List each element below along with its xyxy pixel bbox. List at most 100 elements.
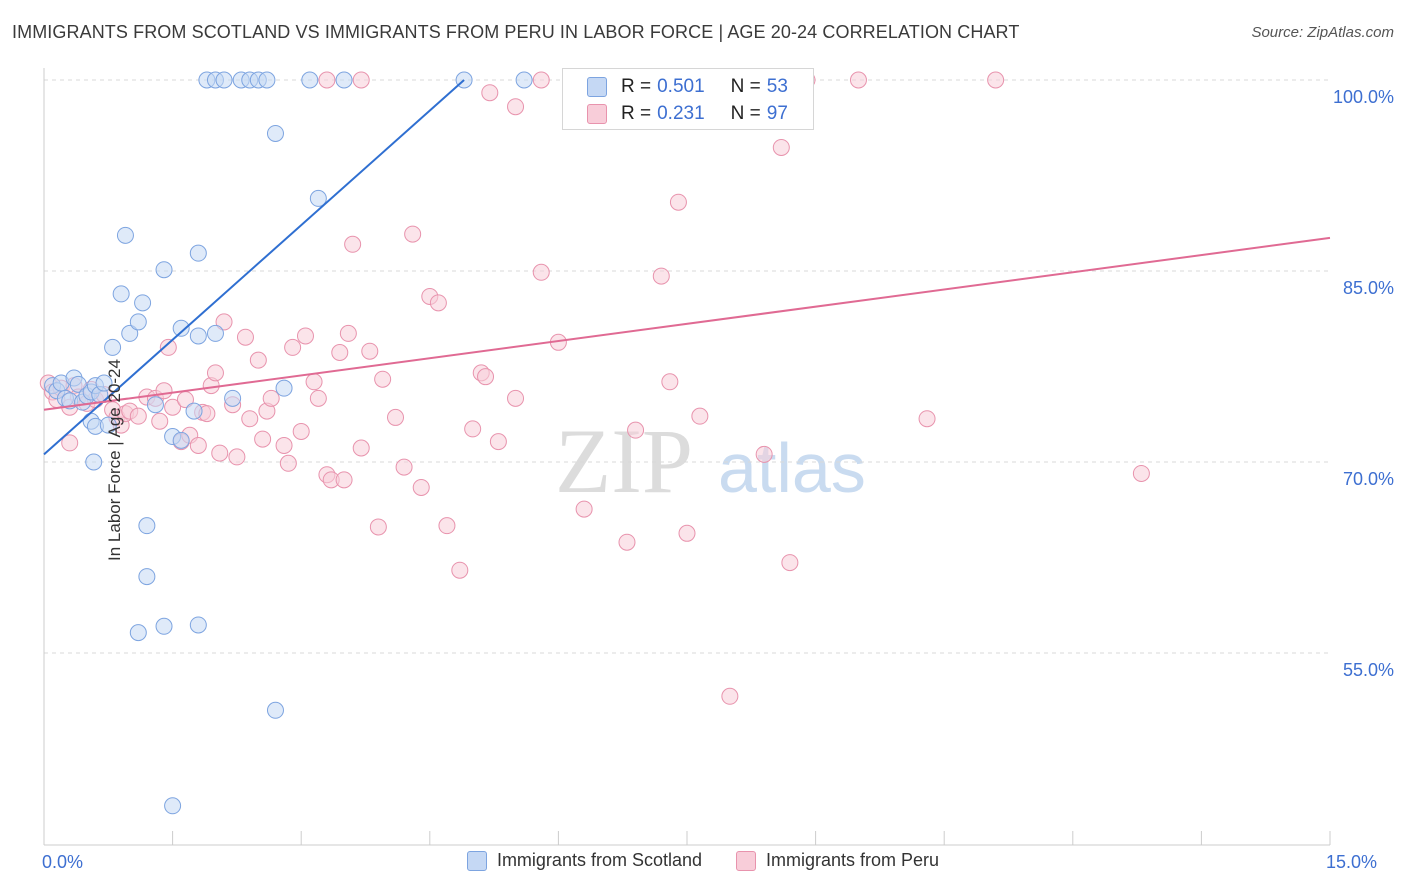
peru-point (228, 448, 246, 466)
scotland-point (189, 327, 207, 345)
scotland-point (85, 453, 103, 471)
peru-point (849, 71, 867, 89)
peru-point (164, 398, 182, 416)
legend-item-scotland: Immigrants from Scotland (466, 850, 703, 871)
scotland-point (95, 374, 113, 392)
legend-label-scotland: Immigrants from Scotland (496, 850, 703, 870)
source-label: Source: ZipAtlas.com (1251, 24, 1394, 41)
peru-point (772, 138, 790, 156)
scotland-point (164, 797, 182, 815)
scotland-legend-swatch (466, 850, 487, 871)
scotland-point (266, 124, 284, 142)
y-axis-label: In Labor Force | Age 20-24 (104, 359, 124, 561)
peru-point (155, 382, 173, 400)
peru-point (918, 410, 936, 428)
scotland-point (129, 313, 147, 331)
peru-point (215, 313, 233, 331)
scotland-point (121, 324, 139, 342)
peru-point (652, 267, 670, 285)
scotland-point (189, 616, 207, 634)
scotland-point (138, 568, 156, 586)
scotland-point (116, 226, 134, 244)
watermark: ZIP atlas (555, 410, 866, 512)
peru-point (481, 84, 499, 102)
legend-label-peru: Immigrants from Peru (766, 850, 940, 870)
peru-point (262, 389, 280, 407)
scotland-point (172, 319, 190, 337)
peru-point (429, 294, 447, 312)
series-legend: Immigrants from Scotland Immigrants from… (0, 850, 1406, 871)
scotland-point (266, 701, 284, 719)
peru-point (661, 373, 679, 391)
peru-point (361, 342, 379, 360)
peru-point (292, 422, 310, 440)
peru-point (61, 434, 79, 452)
peru-point (1132, 464, 1150, 482)
scotland-point (104, 338, 122, 356)
peru-point (412, 478, 430, 496)
scotland-point (134, 294, 152, 312)
x-tick-label-min: 0.0% (42, 852, 84, 872)
stats-legend: R = 0.501 N = 53 R = 0.231 N = 97 (562, 68, 814, 130)
peru-point (151, 412, 169, 430)
peru-point (211, 444, 229, 462)
scotland-point (275, 379, 293, 397)
y-tick-label: 85.0% (1342, 278, 1394, 298)
peru-point (279, 454, 297, 472)
legend-n-label: N = (730, 76, 761, 97)
legend-n-value: 53 (766, 76, 788, 97)
peru-point (987, 71, 1005, 89)
peru-point (477, 368, 495, 386)
peru-point (284, 338, 302, 356)
scotland-trend-line (43, 79, 465, 456)
peru-point (249, 351, 267, 369)
peru-point (678, 524, 696, 542)
peru-point (404, 225, 422, 243)
peru-point (254, 430, 272, 448)
peru-point (489, 433, 507, 451)
peru-point (721, 687, 739, 705)
axes (43, 68, 1331, 846)
trend-lines (43, 79, 1331, 456)
peru-swatch (587, 104, 607, 124)
legend-r-value: 0.501 (657, 76, 705, 97)
peru-point (335, 471, 353, 489)
scotland-point (309, 189, 327, 207)
legend-item-peru: Immigrants from Peru (736, 850, 939, 871)
peru-point (275, 436, 293, 454)
peru-point (241, 410, 259, 428)
peru-point (159, 338, 177, 356)
peru-point (669, 193, 687, 211)
peru-point (691, 407, 709, 425)
scotland-point (172, 431, 190, 449)
scotland-point (224, 389, 242, 407)
legend-r-label: R = (621, 76, 652, 97)
scotland-point (69, 375, 87, 393)
scotland-swatch (587, 77, 607, 97)
y-tick-label: 70.0% (1342, 469, 1394, 489)
peru-point (395, 458, 413, 476)
peru-legend-swatch (736, 850, 757, 871)
peru-point (206, 364, 224, 382)
peru-point (305, 373, 323, 391)
peru-point (575, 500, 593, 518)
scotland-point (185, 402, 203, 420)
scotland-point (155, 617, 173, 635)
peru-point (296, 327, 314, 345)
legend-row-peru: R = 0.231 N = 97 (587, 102, 788, 126)
peru-point (331, 343, 349, 361)
y-tick-label: 55.0% (1342, 660, 1394, 680)
peru-point (387, 408, 405, 426)
scotland-point (258, 71, 276, 89)
legend-n-value: 97 (766, 103, 788, 124)
scotland-point (138, 517, 156, 535)
gridlines (44, 79, 1330, 654)
peru-point (344, 235, 362, 253)
peru-point (507, 98, 525, 116)
peru-point (464, 420, 482, 438)
peru-point (755, 445, 773, 463)
scotland-point (206, 324, 224, 342)
legend-r-label: R = (621, 103, 652, 124)
y-tick-label: 100.0% (1332, 87, 1394, 107)
peru-point (532, 263, 550, 281)
